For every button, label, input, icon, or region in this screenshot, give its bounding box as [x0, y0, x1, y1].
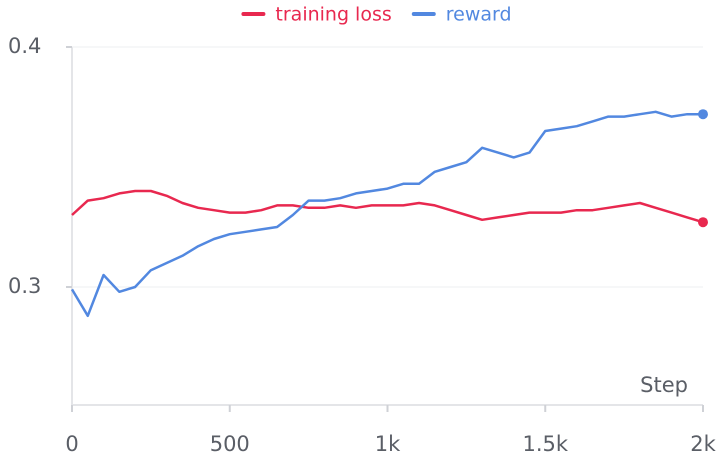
x-axis-label: Step	[640, 373, 688, 397]
legend: training loss reward	[241, 4, 512, 26]
end-point	[698, 217, 708, 228]
legend-label: reward	[446, 4, 512, 26]
x-tick-label: 500	[210, 432, 250, 456]
x-tick-label: 1k	[375, 432, 401, 456]
series-line	[70, 110, 703, 318]
x-tick-label: 0	[65, 432, 78, 456]
legend-label: training loss	[275, 4, 391, 26]
x-tick-label: 1.5k	[522, 432, 568, 456]
y-tick-label: 0.3	[8, 274, 41, 298]
y-tick-label: 0.4	[8, 34, 41, 58]
series-line	[71, 189, 704, 224]
x-tick-label: 2k	[690, 432, 716, 456]
end-point	[698, 109, 708, 120]
